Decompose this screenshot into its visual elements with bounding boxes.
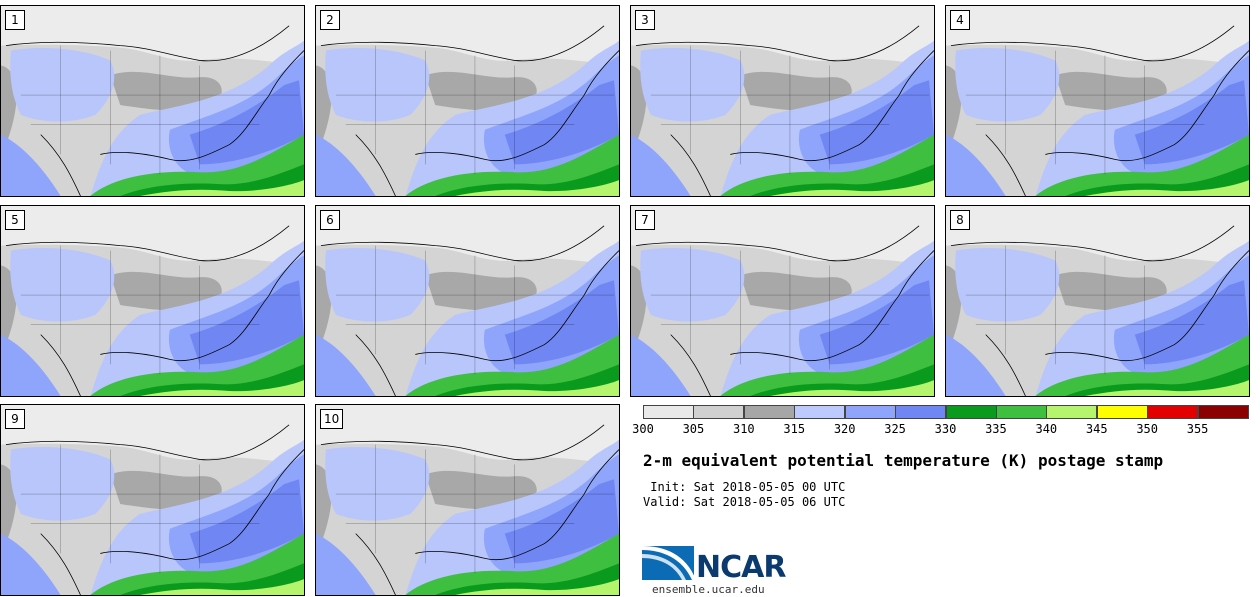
colorbar-tick-label: 320: [833, 422, 856, 436]
colorbar-tick-label: 350: [1136, 422, 1158, 436]
colorbar-tick-label: 305: [682, 422, 705, 436]
ncar-logo-icon: [642, 546, 696, 580]
member-map: [631, 6, 934, 196]
colorbar-bin: [743, 405, 795, 419]
logo-url: ensemble.ucar.edu: [652, 583, 765, 596]
colorbar-bin: [1147, 405, 1199, 419]
member-panel: 2: [315, 5, 620, 197]
colorbar-bin: [1096, 405, 1148, 419]
member-map: [1, 405, 304, 595]
member-panel: 5: [0, 205, 305, 397]
colorbar-tick-label: 315: [783, 422, 806, 436]
colorbar-tick-label: 345: [1085, 422, 1108, 436]
valid-time: Valid: Sat 2018-05-05 06 UTC: [643, 495, 846, 509]
member-panel: 8: [945, 205, 1250, 397]
member-panel: 7: [630, 205, 935, 397]
colorbar-bin: [1046, 405, 1098, 419]
member-map: [1, 206, 304, 396]
colorbar-bin: [995, 405, 1047, 419]
member-map: [631, 206, 934, 396]
colorbar-bin: [895, 405, 947, 419]
plot-title: 2-m equivalent potential temperature (K)…: [643, 451, 1164, 470]
colorbar-tick-label: 340: [1035, 422, 1058, 436]
colorbar-tick-label: 335: [985, 422, 1007, 436]
member-panel: 9: [0, 404, 305, 596]
member-map: [316, 6, 619, 196]
colorbar-bin: [945, 405, 997, 419]
colorbar-bin: [794, 405, 846, 419]
member-number: 8: [950, 210, 970, 230]
member-panel: 3: [630, 5, 935, 197]
member-number: 4: [950, 10, 970, 30]
logo-text: NCAR: [696, 550, 786, 585]
member-number: 7: [635, 210, 655, 230]
member-map: [1, 6, 304, 196]
member-panel: 4: [945, 5, 1250, 197]
colorbar-tick-label: 310: [732, 422, 755, 436]
member-map: [946, 206, 1249, 396]
colorbar-bin: [844, 405, 896, 419]
member-number: 10: [320, 409, 344, 429]
member-number: 5: [5, 210, 25, 230]
colorbar-bin: [643, 405, 694, 419]
colorbar-tick-label: 330: [934, 422, 957, 436]
member-map: [316, 206, 619, 396]
member-number: 1: [5, 10, 25, 30]
member-number: 3: [635, 10, 655, 30]
colorbar-bin: [1197, 405, 1249, 419]
member-number: 6: [320, 210, 340, 230]
colorbar-tick-label: 355: [1186, 422, 1209, 436]
member-map: [316, 405, 619, 595]
colorbar-tick-label: 325: [884, 422, 906, 436]
member-panel: 1: [0, 5, 305, 197]
member-number: 9: [5, 409, 25, 429]
member-panel: 10: [315, 404, 620, 596]
member-number: 2: [320, 10, 340, 30]
colorbar-tick-label: 300: [632, 422, 654, 436]
member-map: [946, 6, 1249, 196]
member-panel: 6: [315, 205, 620, 397]
init-time: Init: Sat 2018-05-05 00 UTC: [643, 480, 846, 494]
colorbar-bin: [693, 405, 745, 419]
colorbar: [643, 405, 1249, 421]
